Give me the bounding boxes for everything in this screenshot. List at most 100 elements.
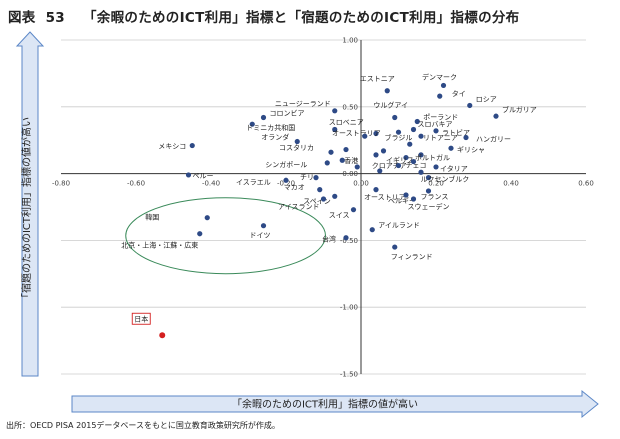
x-tick-label: -0.40	[202, 180, 220, 188]
data-point	[377, 168, 383, 174]
point-label: コスタリカ	[279, 143, 314, 152]
point-label: ニュージーランド	[275, 100, 331, 108]
data-point	[369, 227, 375, 233]
data-point	[433, 164, 439, 170]
data-point	[320, 196, 327, 202]
japan-label-box	[131, 312, 151, 325]
data-point	[350, 207, 357, 213]
data-point	[189, 142, 195, 149]
data-point	[392, 244, 398, 250]
point-label: 北京・上海・江蘇・広東	[121, 241, 198, 250]
data-point	[343, 146, 349, 153]
data-point	[373, 187, 379, 193]
y-tick-label: -1.00	[340, 304, 358, 312]
point-label: スロバキア	[418, 121, 453, 129]
source-note: 出所：OECD PISA 2015データベースをもとに国立教育政策研究所が作成。	[6, 421, 280, 430]
point-label: スペイン	[303, 197, 331, 205]
data-point	[343, 235, 349, 241]
point-label: アイルランド	[378, 222, 420, 230]
point-label: スロベニア	[329, 119, 364, 127]
point-label: フィンランド	[391, 253, 433, 261]
data-point	[294, 138, 300, 145]
data-point	[418, 169, 424, 175]
data-point	[403, 192, 409, 198]
figure-label: 図表	[8, 10, 36, 26]
data-point	[249, 121, 255, 127]
data-point	[362, 133, 368, 139]
point-label: オーストリア	[364, 194, 406, 202]
point-label: チェコ	[406, 162, 427, 170]
point-label: イスラエル	[236, 178, 271, 186]
point-label: スウェーデン	[408, 202, 450, 211]
point-label: マカオ	[284, 184, 305, 192]
point-label: ウルグアイ	[373, 100, 408, 109]
point-label: ポーランド	[423, 113, 458, 121]
point-label: フランス	[421, 193, 449, 201]
point-label: ルクセンブルク	[421, 175, 470, 184]
data-point	[440, 82, 447, 89]
data-point	[373, 130, 379, 137]
data-point	[467, 102, 473, 109]
point-label: ハンガリー	[476, 135, 511, 144]
point-label: ベルギー	[388, 197, 416, 205]
data-point	[392, 114, 398, 121]
data-point	[260, 223, 267, 229]
data-point	[448, 145, 454, 151]
japan-point	[159, 332, 166, 339]
point-label: エストニア	[360, 75, 395, 83]
point-label: リトアニア	[423, 134, 458, 142]
point-label: デンマーク	[422, 72, 457, 81]
point-label: ポルトガル	[415, 153, 450, 162]
point-label: 香港	[344, 156, 358, 165]
y-tick-label: -0.50	[340, 237, 358, 245]
point-label: ラトビア	[442, 128, 470, 137]
point-label: ドミニカ共和国	[246, 123, 295, 132]
point-label: 韓国	[145, 213, 159, 222]
data-point	[197, 231, 203, 237]
data-point	[328, 149, 334, 155]
point-label: ブルガリア	[502, 105, 537, 114]
point-label: タイ	[452, 89, 466, 98]
data-point	[313, 175, 319, 181]
data-point	[418, 133, 424, 139]
data-point	[410, 158, 417, 165]
point-label: ブラジル	[385, 133, 413, 142]
data-point	[407, 141, 413, 147]
x-axis-label: 「余暇のためのICT利用」指標の値が高い	[232, 398, 418, 411]
data-point	[332, 108, 338, 114]
point-label: シンガポール	[265, 160, 307, 169]
point-label: 日本	[134, 315, 148, 324]
data-point	[425, 175, 432, 181]
y-tick-label: 0.00	[342, 170, 358, 178]
data-point	[332, 126, 338, 133]
y-tick-label: -1.50	[340, 371, 358, 379]
point-label: アイスランド	[278, 203, 319, 211]
figure-title-text: 「余暇のためのICT利用」指標と「宿題のためのICT利用」指標の分布	[83, 10, 520, 26]
data-point	[418, 152, 424, 158]
y-tick-label: 1.00	[342, 37, 358, 45]
x-tick-label: 0.60	[578, 180, 594, 188]
point-label: オーストラリア	[332, 130, 381, 138]
point-label: コロンビア	[270, 108, 305, 117]
point-label: イギリス	[386, 157, 414, 165]
data-point	[403, 154, 409, 161]
data-point	[384, 88, 390, 94]
y-tick-label: 0.50	[342, 103, 358, 111]
data-point	[317, 187, 323, 193]
data-point	[324, 160, 330, 166]
data-point	[354, 164, 360, 170]
figure-title: 図表 53 「余暇のためのICT利用」指標と「宿題のためのICT利用」指標の分布	[8, 6, 519, 26]
point-label: ギリシャ	[457, 146, 485, 154]
data-point	[437, 93, 443, 99]
y-axis-label: 「宿題のためのICT利用」指標の値が高い	[20, 117, 33, 303]
data-point	[395, 162, 402, 169]
data-point	[414, 118, 420, 125]
data-point	[339, 157, 345, 163]
data-point	[380, 148, 387, 154]
data-point	[332, 193, 338, 199]
data-point	[204, 215, 210, 221]
data-point	[395, 129, 402, 135]
point-label: ドイツ	[250, 232, 271, 240]
x-tick-label: 0.20	[428, 180, 444, 188]
